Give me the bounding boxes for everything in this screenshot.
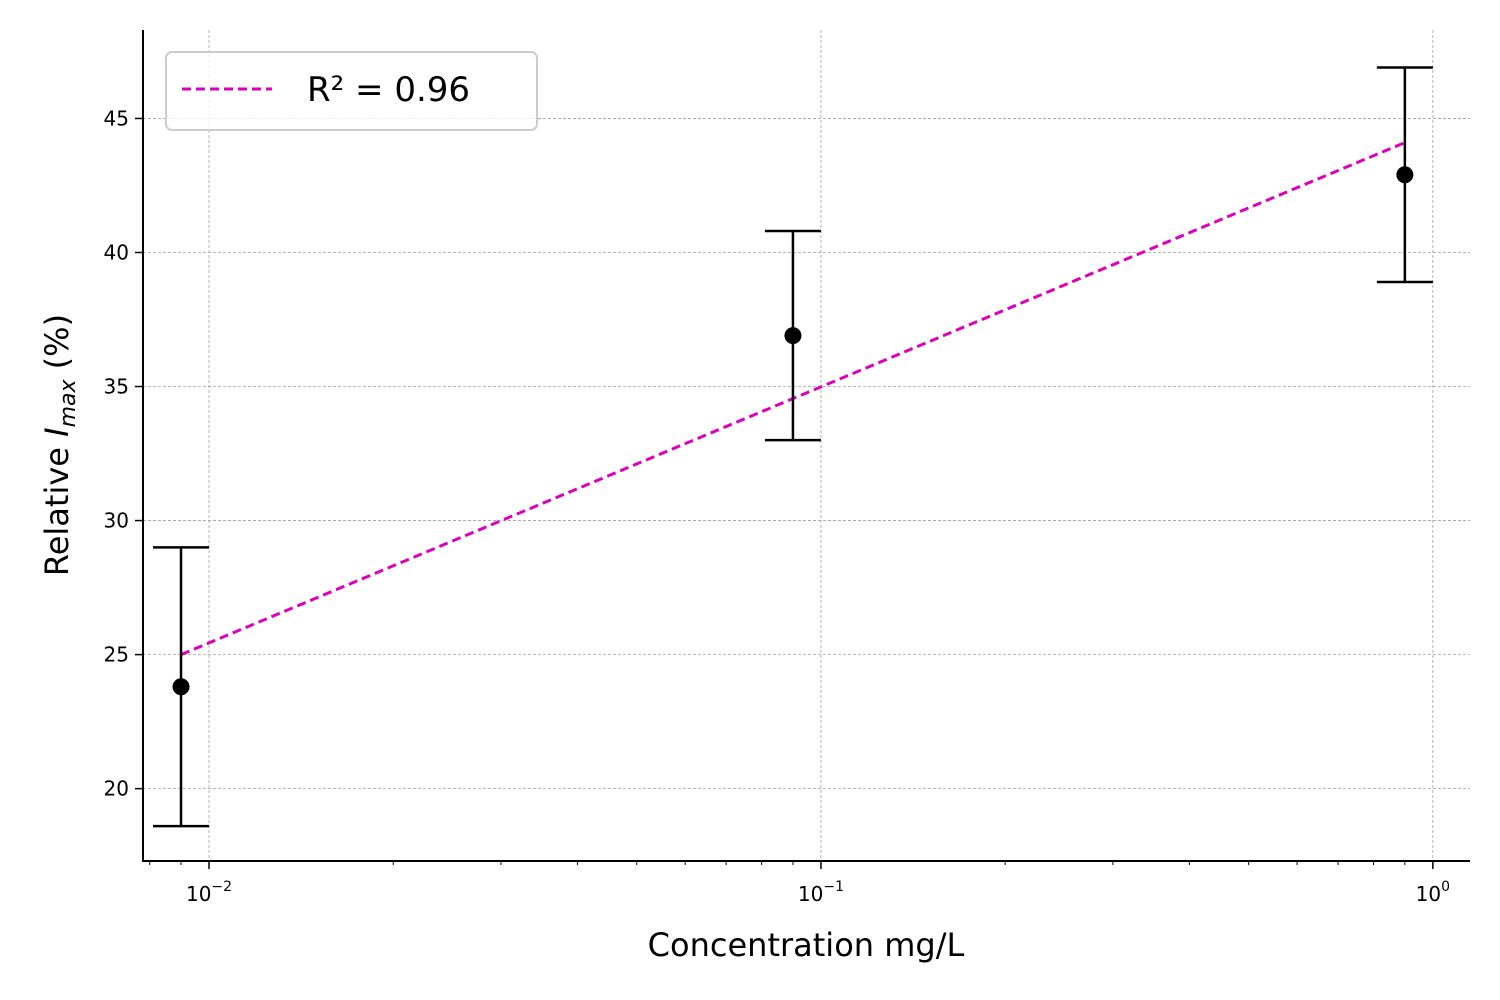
y-axis-label-suffix: (%) bbox=[38, 314, 76, 380]
y-tick-label: 20 bbox=[104, 777, 129, 801]
ticks: 20 25 30 35 40 45 10−2 10−1 100 bbox=[104, 106, 1450, 906]
data-point bbox=[172, 678, 190, 696]
y-axis-label-prefix: Relative bbox=[38, 437, 76, 576]
y-tick-label: 30 bbox=[104, 509, 129, 533]
x-tick-label: 10−1 bbox=[798, 879, 844, 906]
legend-fit-label: R² = 0.96 bbox=[307, 70, 470, 110]
legend: R² = 0.96 bbox=[165, 51, 538, 131]
y-tick-label: 40 bbox=[104, 240, 129, 264]
y-tick-label: 25 bbox=[104, 643, 129, 667]
axes bbox=[142, 30, 1470, 862]
y-axis-label-subscript: max bbox=[56, 379, 81, 428]
y-axis-label-symbol: I bbox=[38, 427, 76, 436]
y-tick-label: 45 bbox=[104, 106, 129, 130]
x-tick-label: 10−2 bbox=[186, 879, 232, 906]
x-tick-label: 100 bbox=[1416, 879, 1450, 906]
y-tick-label: 35 bbox=[104, 375, 129, 399]
data-point bbox=[1396, 166, 1414, 184]
y-axis-label: Relative Imax (%) bbox=[38, 314, 81, 576]
data-layer bbox=[153, 66, 1433, 828]
x-axis-label: Concentration mg/L bbox=[648, 926, 965, 964]
grid bbox=[143, 30, 1470, 861]
data-point bbox=[784, 327, 802, 345]
legend-box bbox=[165, 51, 538, 131]
